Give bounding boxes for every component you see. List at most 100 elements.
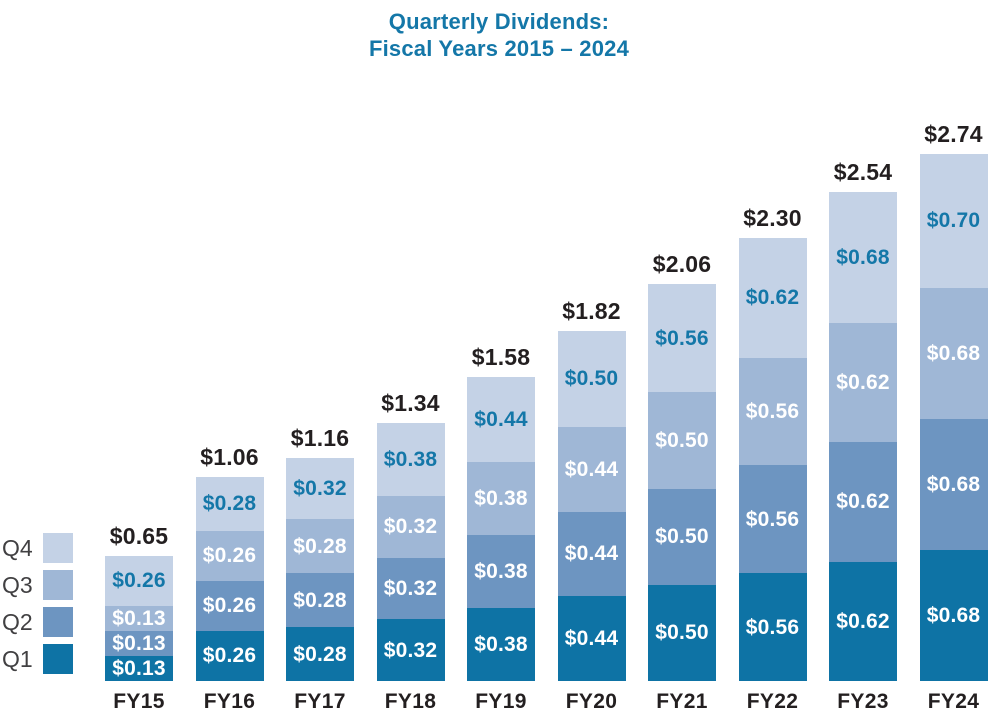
legend-label: Q1 bbox=[2, 646, 33, 672]
segment-value-label: $0.26 bbox=[202, 644, 257, 668]
bar-segment-fy24-q2: $0.68 bbox=[919, 419, 988, 551]
bar-segment-fy23-q3: $0.62 bbox=[829, 322, 897, 443]
bar-segment-fy17-q4: $0.32 bbox=[286, 457, 354, 520]
x-axis-label-fy23: FY23 bbox=[837, 690, 889, 713]
segment-value-label: $0.38 bbox=[383, 448, 438, 472]
legend-swatch bbox=[43, 533, 73, 563]
chart-title-line2: Fiscal Years 2015 – 2024 bbox=[368, 36, 630, 61]
bar-segment-fy17-q3: $0.28 bbox=[286, 519, 354, 574]
x-axis-label-fy20: FY20 bbox=[565, 690, 618, 713]
segment-value-label: $0.62 bbox=[836, 609, 890, 633]
bar-segment-fy19-q3: $0.38 bbox=[467, 461, 535, 535]
legend-swatch bbox=[43, 644, 73, 674]
x-axis-label-fy22: FY22 bbox=[746, 690, 799, 713]
x-axis-label-fy17: FY17 bbox=[294, 690, 346, 713]
bar-segment-fy18-q3: $0.32 bbox=[376, 496, 445, 558]
bar-segment-fy18-q4: $0.38 bbox=[376, 423, 445, 497]
legend-label: Q2 bbox=[2, 609, 33, 635]
bar-segment-fy18-q2: $0.32 bbox=[376, 557, 445, 620]
segment-value-label: $0.32 bbox=[383, 638, 438, 662]
legend-item-q4: Q4 bbox=[2, 533, 73, 563]
bar-segment-fy15-q4: $0.26 bbox=[105, 555, 173, 606]
bar-segment-fy23-q2: $0.62 bbox=[829, 442, 897, 562]
x-axis-label-fy18: FY18 bbox=[384, 690, 437, 713]
chart-title-line1: Quarterly Dividends: bbox=[388, 9, 610, 34]
segment-value-label: $0.70 bbox=[926, 209, 981, 233]
segment-value-label: $0.38 bbox=[474, 632, 528, 656]
chart-title: Quarterly Dividends: Fiscal Years 2015 –… bbox=[0, 8, 998, 62]
bar-segment-fy19-q2: $0.38 bbox=[467, 534, 535, 608]
segment-value-label: $0.44 bbox=[564, 457, 619, 481]
bar-segment-fy23-q4: $0.68 bbox=[829, 192, 897, 323]
bar-segment-fy17-q2: $0.28 bbox=[286, 573, 354, 628]
bar-segment-fy19-q4: $0.44 bbox=[467, 376, 535, 462]
segment-value-label: $0.28 bbox=[202, 492, 257, 516]
bar-segment-fy21-q4: $0.56 bbox=[648, 284, 716, 393]
segment-value-label: $0.56 bbox=[745, 399, 800, 423]
segment-value-label: $0.62 bbox=[836, 371, 890, 395]
segment-value-label: $0.62 bbox=[745, 286, 800, 310]
segment-value-label: $0.13 bbox=[112, 606, 166, 630]
segment-value-label: $0.44 bbox=[474, 407, 528, 431]
legend-item-q2: Q2 bbox=[2, 607, 73, 637]
bar-segment-fy22-q1: $0.56 bbox=[738, 573, 807, 681]
bar-segment-fy23-q1: $0.62 bbox=[829, 561, 897, 681]
segment-value-label: $0.26 bbox=[112, 569, 166, 593]
x-axis-label-fy21: FY21 bbox=[656, 690, 708, 713]
segment-value-label: $0.68 bbox=[926, 604, 981, 628]
bar-segment-fy20-q2: $0.44 bbox=[557, 511, 626, 597]
bar-segment-fy16-q4: $0.28 bbox=[195, 476, 264, 531]
bar-segment-fy15-q2: $0.13 bbox=[105, 630, 173, 656]
x-axis-label-fy15: FY15 bbox=[113, 690, 165, 713]
legend-swatch bbox=[43, 570, 73, 600]
bar-total-label-fy18: $1.34 bbox=[381, 390, 440, 417]
bar-total-label-fy15: $0.65 bbox=[109, 522, 169, 549]
segment-value-label: $0.26 bbox=[202, 544, 257, 568]
bar-segment-fy22-q2: $0.56 bbox=[738, 465, 807, 574]
bar-segment-fy21-q3: $0.50 bbox=[648, 392, 716, 489]
segment-value-label: $0.28 bbox=[293, 642, 347, 666]
bar-segment-fy18-q1: $0.32 bbox=[376, 619, 445, 681]
bar-segment-fy20-q3: $0.44 bbox=[557, 426, 626, 512]
bar-total-label-fy19: $1.58 bbox=[471, 343, 531, 370]
segment-value-label: $0.50 bbox=[655, 525, 709, 549]
bar-total-label-fy16: $1.06 bbox=[200, 443, 259, 470]
bar-total-label-fy20: $1.82 bbox=[562, 297, 621, 324]
bar-segment-fy20-q4: $0.50 bbox=[557, 330, 626, 427]
legend-label: Q3 bbox=[2, 572, 33, 598]
segment-value-label: $0.44 bbox=[564, 542, 619, 566]
segment-value-label: $0.13 bbox=[112, 631, 166, 655]
bar-segment-fy21-q1: $0.50 bbox=[648, 584, 716, 681]
segment-value-label: $0.56 bbox=[655, 326, 709, 350]
bar-total-label-fy23: $2.54 bbox=[833, 159, 893, 186]
bar-segment-fy19-q1: $0.38 bbox=[467, 607, 535, 681]
x-axis-label-fy24: FY24 bbox=[927, 690, 980, 713]
segment-value-label: $0.32 bbox=[293, 476, 347, 500]
segment-value-label: $0.56 bbox=[745, 507, 800, 531]
segment-value-label: $0.13 bbox=[112, 656, 166, 680]
bar-total-label-fy22: $2.30 bbox=[743, 205, 802, 232]
segment-value-label: $0.44 bbox=[564, 627, 619, 651]
segment-value-label: $0.62 bbox=[836, 490, 890, 514]
segment-value-label: $0.68 bbox=[836, 245, 890, 269]
bar-segment-fy22-q4: $0.62 bbox=[738, 238, 807, 358]
bar-segment-fy16-q3: $0.26 bbox=[195, 530, 264, 581]
bar-segment-fy16-q2: $0.26 bbox=[195, 580, 264, 631]
segment-value-label: $0.26 bbox=[202, 594, 257, 618]
bar-segment-fy21-q2: $0.50 bbox=[648, 488, 716, 585]
segment-value-label: $0.38 bbox=[474, 559, 528, 583]
bar-segment-fy22-q3: $0.56 bbox=[738, 357, 807, 466]
segment-value-label: $0.50 bbox=[655, 621, 709, 645]
bar-segment-fy24-q1: $0.68 bbox=[919, 550, 988, 681]
chart-legend: Q4 Q3 Q2 Q1 bbox=[2, 533, 73, 681]
segment-value-label: $0.38 bbox=[474, 486, 528, 510]
segment-value-label: $0.68 bbox=[926, 342, 981, 366]
bar-segment-fy17-q1: $0.28 bbox=[286, 627, 354, 681]
legend-item-q1: Q1 bbox=[2, 644, 73, 674]
segment-value-label: $0.32 bbox=[383, 577, 438, 601]
legend-swatch bbox=[43, 607, 73, 637]
x-axis-label-fy16: FY16 bbox=[203, 690, 256, 713]
bar-total-label-fy21: $2.06 bbox=[652, 251, 712, 278]
